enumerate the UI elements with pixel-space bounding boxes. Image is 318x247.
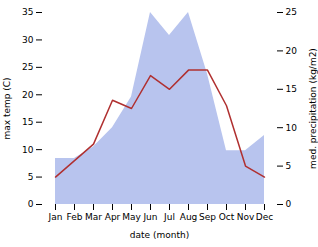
svg-text:Mar: Mar xyxy=(85,212,102,222)
svg-text:25: 25 xyxy=(286,7,297,17)
svg-text:15: 15 xyxy=(22,117,33,127)
svg-text:0: 0 xyxy=(286,199,292,209)
svg-text:Feb: Feb xyxy=(67,212,83,222)
svg-text:Jul: Jul xyxy=(163,212,175,222)
svg-text:Jun: Jun xyxy=(142,212,157,222)
svg-text:Apr: Apr xyxy=(105,212,121,222)
svg-text:Nov: Nov xyxy=(237,212,255,222)
svg-text:Oct: Oct xyxy=(219,212,235,222)
svg-text:May: May xyxy=(122,212,141,222)
svg-text:25: 25 xyxy=(22,62,33,72)
svg-text:15: 15 xyxy=(286,84,297,94)
svg-text:10: 10 xyxy=(22,145,34,155)
svg-text:Jan: Jan xyxy=(48,212,63,222)
svg-text:20: 20 xyxy=(22,90,34,100)
svg-text:0: 0 xyxy=(28,199,34,209)
svg-text:5: 5 xyxy=(286,161,292,171)
svg-text:med. precipitation (kg/m2): med. precipitation (kg/m2) xyxy=(308,48,318,169)
svg-text:max temp (C): max temp (C) xyxy=(2,77,12,139)
svg-text:Sep: Sep xyxy=(199,212,216,222)
svg-text:20: 20 xyxy=(286,46,298,56)
svg-text:5: 5 xyxy=(28,172,34,182)
svg-text:35: 35 xyxy=(22,7,33,17)
svg-text:30: 30 xyxy=(22,35,34,45)
svg-text:10: 10 xyxy=(286,123,298,133)
svg-text:Aug: Aug xyxy=(180,212,198,222)
svg-text:Dec: Dec xyxy=(256,212,273,222)
svg-text:date (month): date (month) xyxy=(130,230,189,240)
